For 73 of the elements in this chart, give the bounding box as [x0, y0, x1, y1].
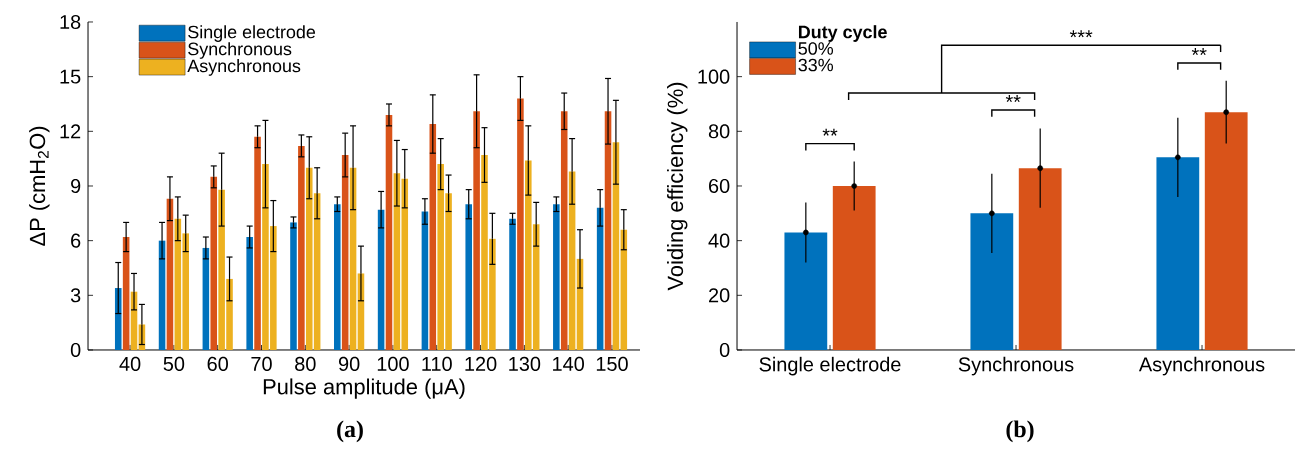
- text: (a): [337, 420, 363, 443]
- x-tick-label: 40: [119, 356, 141, 371]
- y-tick-label: 12: [60, 124, 81, 139]
- legend-label: 50%: [798, 42, 834, 55]
- legend-label: Single electrode: [188, 25, 316, 42]
- bar: [166, 198, 174, 350]
- legend-label: Synchronous: [188, 42, 292, 59]
- bar: [122, 237, 130, 350]
- x-tick-label: 50: [163, 356, 185, 371]
- y-tick-label: 20: [709, 288, 730, 303]
- legend-label: 33%: [798, 58, 834, 72]
- legend-title: Duty cycle: [798, 25, 887, 42]
- y-tick-label: 40: [708, 233, 730, 248]
- bar: [202, 247, 210, 350]
- y-tick-label: 15: [60, 69, 81, 84]
- bar: [341, 155, 349, 350]
- y-axis-title: Voiding efficiency (%): [667, 82, 688, 291]
- x-tick-label: 150: [596, 356, 628, 371]
- text: (b): [1006, 420, 1034, 443]
- bar: [560, 111, 568, 350]
- bar: [784, 232, 828, 350]
- y-tick-label: 18: [60, 14, 81, 30]
- bar: [421, 211, 429, 350]
- bar: [114, 288, 122, 350]
- annotation: **: [1191, 48, 1207, 56]
- bar: [377, 209, 385, 350]
- x-tick-label: 80: [295, 356, 316, 371]
- bar: [604, 111, 612, 350]
- y-tick-label: 80: [708, 124, 730, 139]
- x-tick-label: 70: [251, 356, 272, 371]
- bar: [429, 124, 437, 350]
- y-tick-label: 100: [698, 69, 730, 84]
- bar: [517, 98, 524, 350]
- bar: [210, 176, 218, 350]
- bar: [509, 218, 516, 350]
- x-tick-label: 130: [509, 356, 541, 371]
- annotation: ***: [1069, 30, 1093, 38]
- x-tick-label: 60: [207, 356, 228, 371]
- x-tick-label: 90: [338, 356, 360, 371]
- y-tick-label: 6: [71, 233, 81, 248]
- x-tick-label: 100: [377, 356, 409, 371]
- bar: [832, 185, 876, 350]
- legend-label: Asynchronous: [187, 59, 301, 76]
- y-tick-label: 9: [71, 178, 81, 194]
- bar: [246, 237, 253, 350]
- x-tick-label: 120: [465, 356, 497, 371]
- y-tick-label: 3: [70, 288, 81, 303]
- bar: [596, 207, 604, 350]
- bar: [385, 114, 393, 350]
- bar: [1156, 157, 1200, 350]
- annotation: **: [1005, 95, 1021, 103]
- bar: [970, 213, 1014, 350]
- bar: [1204, 112, 1248, 350]
- x-tick-label: 140: [553, 356, 584, 371]
- x-tick-label: Synchronous: [958, 356, 1074, 376]
- bar: [620, 229, 628, 350]
- bar: [473, 111, 480, 350]
- annotation: **: [822, 128, 838, 136]
- bar: [553, 204, 560, 350]
- x-tick-label: Single electrode: [759, 356, 901, 376]
- x-tick-label: Asynchronous: [1138, 356, 1265, 376]
- bar: [290, 222, 297, 350]
- bar: [1018, 168, 1062, 350]
- bar: [465, 204, 473, 350]
- y-axis-title: ΔP (cmH$_{2}$O): [29, 126, 50, 246]
- bar: [298, 145, 305, 350]
- bar: [254, 136, 261, 350]
- y-tick-label: 0: [719, 342, 730, 358]
- y-tick-label: 0: [70, 342, 81, 358]
- x-tick-label: 110: [422, 356, 452, 371]
- y-tick-label: 60: [709, 178, 730, 194]
- bar: [334, 204, 341, 350]
- x-axis-title: Pulse amplitude (μA): [263, 378, 465, 399]
